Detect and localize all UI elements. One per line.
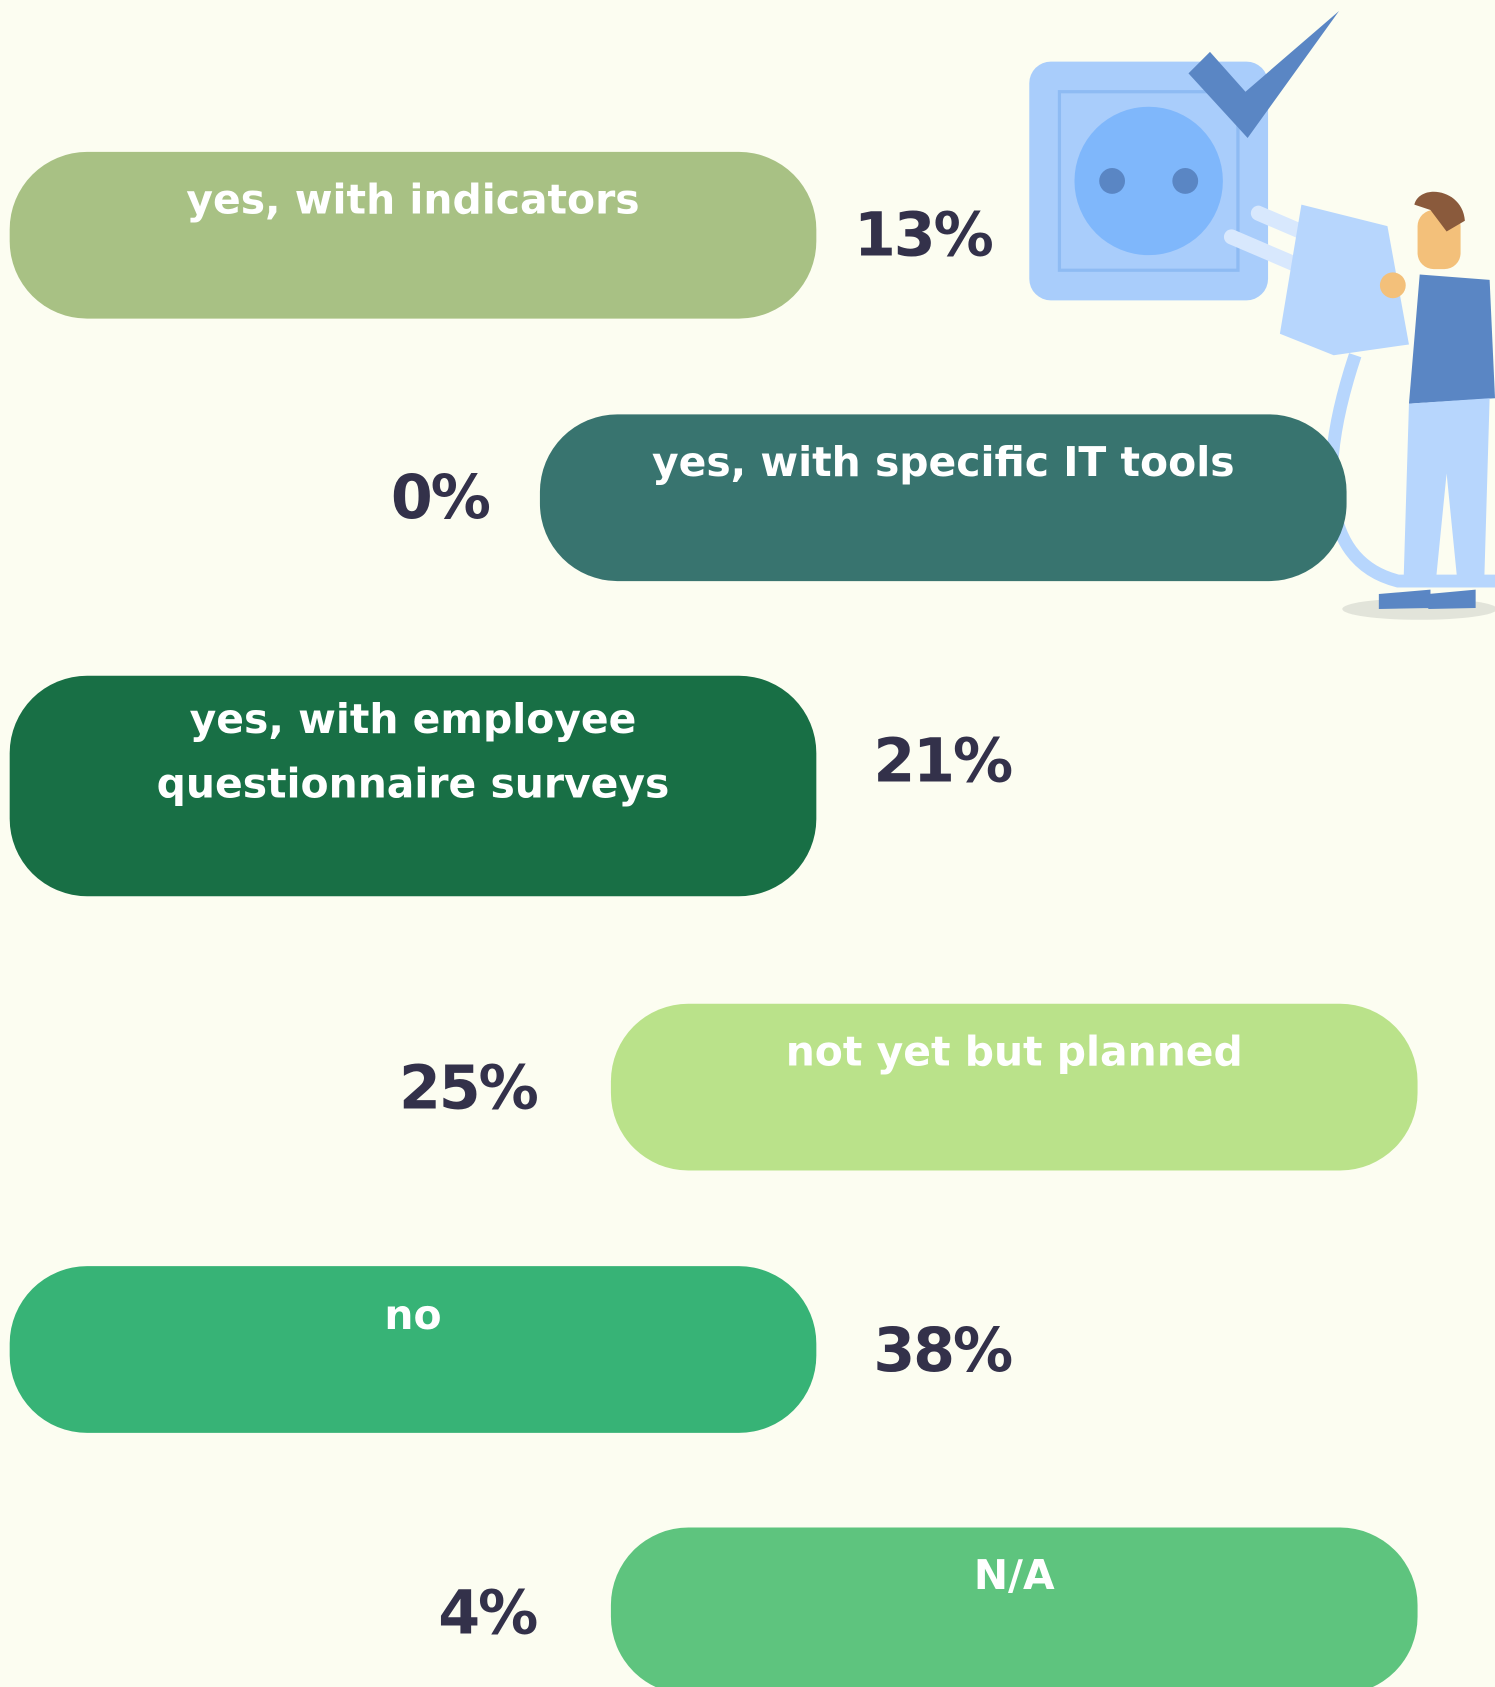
option-label: questionnaire surveys (157, 759, 670, 807)
option-label: yes, with specific IT tools (652, 438, 1235, 486)
option-label: no (384, 1291, 441, 1339)
option-percent: 25% (399, 1054, 537, 1124)
option-percent: 21% (873, 727, 1011, 797)
option-pill (539, 414, 1347, 582)
option-label: N/A (974, 1551, 1055, 1599)
option-label: yes, with employee (190, 695, 637, 743)
option-pill (610, 1527, 1418, 1687)
option-label: yes, with indicators (186, 175, 639, 223)
option-label: not yet but planned (786, 1027, 1243, 1075)
option-pill (9, 675, 817, 897)
option-percent: 13% (854, 201, 992, 271)
option-percent: 4% (438, 1578, 537, 1648)
option-percent: 38% (873, 1316, 1011, 1386)
option-pill (9, 1266, 817, 1433)
option-percent: 0% (391, 463, 490, 533)
option-pill (9, 151, 817, 319)
option-pill (610, 1003, 1418, 1171)
illustration (1029, 11, 1495, 620)
